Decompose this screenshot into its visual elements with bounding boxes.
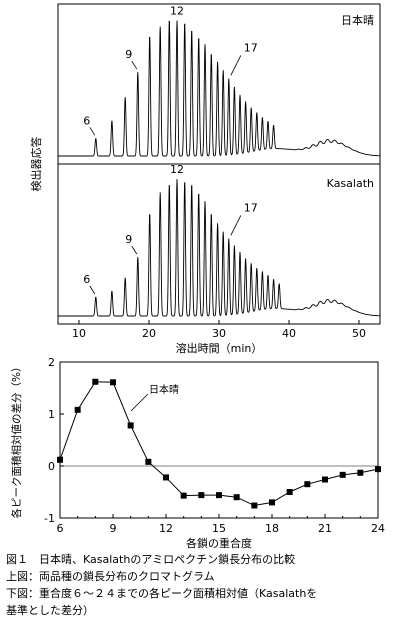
x-tick-label: 20 <box>142 327 156 340</box>
x-axis-ticks: 6 9 12 15 18 21 24 <box>57 514 385 535</box>
data-point <box>57 456 63 463</box>
peak-leader-line <box>230 215 242 236</box>
data-point <box>163 474 169 481</box>
caption-line: 上図：両品種の鎖長分布のクロマトグラム <box>6 570 215 583</box>
x-tick-label: 21 <box>318 522 332 535</box>
series-leader-line <box>130 393 149 412</box>
peak-label: 6 <box>83 114 90 127</box>
y-axis-ticks: -1 0 1 2 <box>44 356 64 525</box>
peak-label: 12 <box>170 5 184 18</box>
y-tick-label: -1 <box>44 512 55 525</box>
peak-leader-line <box>230 55 242 76</box>
data-point <box>269 499 275 506</box>
x-tick-label: 30 <box>212 327 226 340</box>
chromatogram-trace <box>58 20 381 157</box>
panel-title: 日本晴 <box>341 13 374 27</box>
peak-label: 17 <box>244 201 258 214</box>
peak-leader-line <box>89 127 96 136</box>
x-tick-label: 6 <box>57 522 64 535</box>
chromatogram-trace <box>58 179 381 317</box>
x-tick-label: 12 <box>159 522 173 535</box>
peak-label: 17 <box>244 41 258 54</box>
data-point <box>110 379 116 386</box>
difference-y-axis-label: 各ピーク面積相対値の差分（%） <box>10 362 23 519</box>
data-point <box>286 489 293 495</box>
data-point <box>216 492 222 499</box>
data-point <box>198 492 205 499</box>
series-line <box>59 381 379 507</box>
peak-label: 9 <box>125 233 132 246</box>
caption-line: 基準とした差分） <box>6 604 94 617</box>
peak-leader-line <box>89 285 96 295</box>
data-point <box>304 481 311 488</box>
data-point <box>233 494 240 501</box>
caption-line: 図１ 日本晴、Kasalathのアミロペクチン鎖長分布の比較 <box>6 553 296 566</box>
data-point <box>339 471 346 478</box>
x-tick-label: 40 <box>282 327 296 340</box>
data-point <box>74 406 81 413</box>
caption-line: 下図：重合度６～２４までの各ピーク面積相対値（Kasalathを <box>6 587 318 600</box>
peak-label: 9 <box>125 48 132 61</box>
x-tick-label: 24 <box>371 522 385 535</box>
peak-label: 12 <box>170 163 184 176</box>
x-tick-label: 9 <box>110 522 117 535</box>
chromatogram-x-axis-label: 溶出時間（min） <box>176 341 263 355</box>
data-point <box>92 378 99 385</box>
peak-annotations: 6 9 12 17 <box>83 163 258 295</box>
x-tick-label: 15 <box>212 522 226 535</box>
difference-x-axis-label: 各鎖の重合度 <box>186 536 252 550</box>
x-tick-label: 50 <box>352 327 366 340</box>
data-point <box>322 476 328 483</box>
data-point <box>127 422 134 429</box>
chromatogram-panel-kasalath: Kasalath 6 9 12 17 10 20 30 40 50 <box>57 163 381 340</box>
data-point <box>180 492 187 499</box>
peak-label: 6 <box>83 273 90 286</box>
peak-leader-line <box>131 60 138 70</box>
x-tick-label: 18 <box>265 522 279 535</box>
data-point <box>145 458 152 465</box>
data-point <box>375 466 381 473</box>
peak-leader-line <box>131 245 138 255</box>
series-label: 日本晴 <box>149 383 179 396</box>
x-tick-label: 10 <box>72 327 86 340</box>
series-markers <box>57 378 381 509</box>
chromatogram-y-axis-label: 検出器応答 <box>29 137 43 192</box>
panel-title: Kasalath <box>327 177 374 190</box>
y-tick-label: 0 <box>48 460 55 473</box>
y-tick-label: 1 <box>48 408 55 421</box>
peak-annotations: 6 9 12 17 <box>83 5 258 136</box>
data-point <box>357 469 364 476</box>
data-point <box>251 502 258 509</box>
chromatogram-panel-nipponbare: 日本晴 6 9 12 17 <box>57 3 381 165</box>
x-axis-ticks: 10 20 30 40 50 <box>72 320 366 340</box>
y-tick-label: 2 <box>48 356 55 369</box>
